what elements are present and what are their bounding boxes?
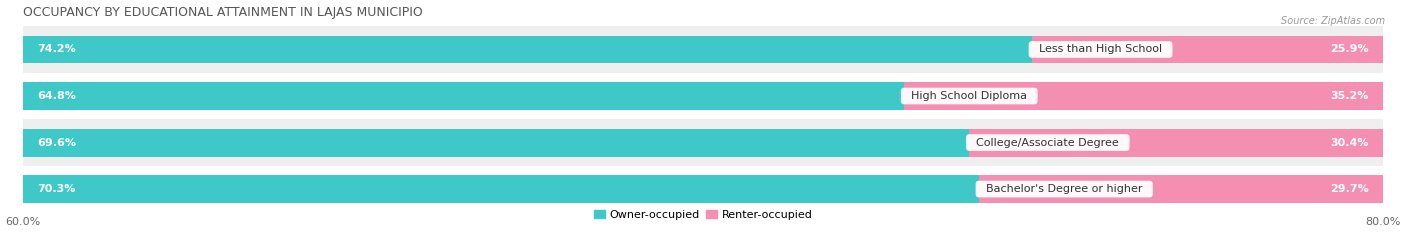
Legend: Owner-occupied, Renter-occupied: Owner-occupied, Renter-occupied: [589, 205, 817, 224]
Text: 25.9%: 25.9%: [1330, 45, 1369, 55]
Bar: [22, 26, 1382, 73]
Text: College/Associate Degree: College/Associate Degree: [970, 137, 1126, 147]
Bar: [904, 82, 1382, 110]
Text: Bachelor's Degree or higher: Bachelor's Degree or higher: [979, 184, 1150, 194]
Text: 30.4%: 30.4%: [1330, 137, 1369, 147]
Text: 29.7%: 29.7%: [1330, 184, 1369, 194]
Text: Less than High School: Less than High School: [1032, 45, 1170, 55]
Text: Source: ZipAtlas.com: Source: ZipAtlas.com: [1281, 16, 1385, 26]
Bar: [1032, 35, 1384, 63]
Bar: [22, 129, 970, 157]
Bar: [22, 35, 1032, 63]
Text: OCCUPANCY BY EDUCATIONAL ATTAINMENT IN LAJAS MUNICIPIO: OCCUPANCY BY EDUCATIONAL ATTAINMENT IN L…: [22, 6, 423, 19]
Text: 35.2%: 35.2%: [1331, 91, 1369, 101]
Bar: [22, 82, 904, 110]
Text: 70.3%: 70.3%: [37, 184, 75, 194]
Bar: [22, 73, 1382, 119]
Text: 69.6%: 69.6%: [37, 137, 76, 147]
Text: 74.2%: 74.2%: [37, 45, 76, 55]
Bar: [22, 175, 979, 203]
Bar: [22, 119, 1382, 166]
Bar: [22, 166, 1382, 212]
Text: High School Diploma: High School Diploma: [904, 91, 1035, 101]
Text: 64.8%: 64.8%: [37, 91, 76, 101]
Bar: [979, 175, 1382, 203]
Bar: [970, 129, 1382, 157]
